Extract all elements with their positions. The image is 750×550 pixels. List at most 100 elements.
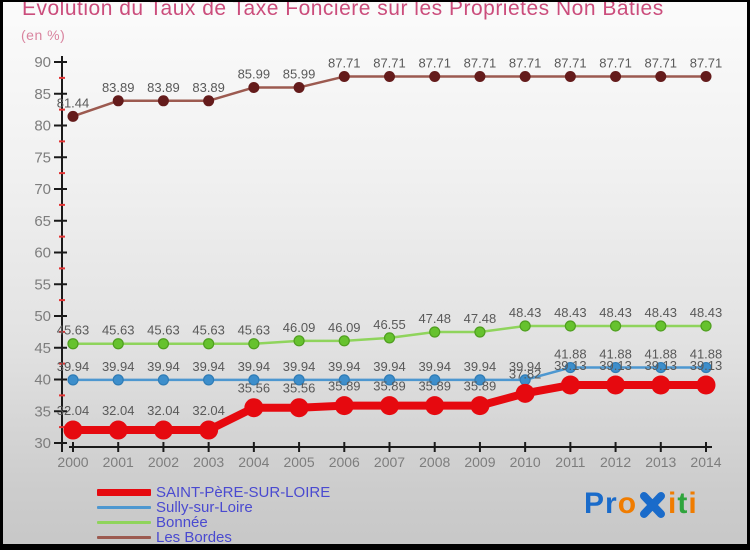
data-point	[474, 374, 486, 386]
value-label: 39.94	[509, 359, 542, 374]
value-label: 39.94	[147, 359, 180, 374]
value-label: 87.71	[509, 56, 542, 71]
value-label: 87.71	[328, 56, 361, 71]
data-point	[700, 361, 712, 374]
value-label: 39.94	[57, 359, 90, 374]
logo-letter: r	[605, 487, 618, 520]
x-tick-label: 2000	[57, 454, 88, 470]
value-label: 32.04	[57, 403, 90, 418]
value-label: 87.71	[418, 56, 451, 71]
value-label: 32.04	[192, 403, 225, 418]
legend-swatch	[97, 521, 151, 524]
data-point	[609, 320, 622, 332]
data-point	[564, 361, 576, 374]
y-tick-label: 65	[34, 213, 51, 230]
logo-letter: t	[677, 487, 689, 520]
value-label: 48.43	[554, 305, 587, 320]
y-tick-label: 55	[34, 276, 51, 293]
data-point	[429, 326, 441, 338]
legend-label: Sully-sur-Loire	[156, 499, 253, 516]
value-label: 35.56	[283, 381, 316, 396]
value-label: 39.94	[102, 359, 135, 374]
data-point	[244, 398, 264, 418]
data-point	[199, 420, 219, 440]
frame-border-bottom	[0, 544, 750, 550]
data-point	[67, 110, 79, 122]
value-label: 35.89	[328, 379, 361, 394]
data-point	[429, 374, 441, 386]
x-tick-label: 2011	[555, 454, 585, 470]
logo-letter: i	[668, 487, 678, 520]
value-label: 37.82	[509, 366, 542, 381]
y-tick-label: 75	[34, 149, 51, 166]
frame-border-left	[0, 0, 3, 550]
chart-title: Evolution du Taux de Taxe Foncière sur l…	[22, 0, 664, 20]
value-label: 47.48	[418, 311, 451, 326]
value-label: 48.43	[509, 305, 542, 320]
data-point	[338, 374, 350, 386]
logo-letter: P	[584, 487, 606, 520]
value-label: 48.43	[599, 305, 632, 320]
value-label: 81.44	[57, 95, 90, 110]
legend-swatch	[97, 489, 151, 496]
value-label: 35.89	[418, 379, 451, 394]
x-tick-label: 2003	[193, 454, 224, 470]
value-label: 32.04	[102, 403, 135, 418]
legend-item: SAINT-PèRE-SUR-LOIRE	[97, 485, 330, 500]
value-label: 41.88	[645, 347, 678, 362]
data-point	[203, 95, 215, 107]
value-label: 45.63	[57, 323, 90, 338]
legend-label: SAINT-PèRE-SUR-LOIRE	[156, 484, 331, 501]
data-point	[700, 71, 712, 83]
value-label: 32.04	[147, 403, 180, 418]
series-sully-sur-loire: 39.94 39.94 39.94 39.94 39.94 39.94 39.94 39.94…	[57, 347, 723, 386]
data-point	[293, 374, 305, 386]
data-point	[429, 71, 441, 83]
data-point	[700, 320, 712, 332]
value-label: 87.71	[599, 56, 632, 71]
value-label: 85.99	[283, 66, 316, 81]
x-tick-label: 2006	[329, 454, 360, 470]
series-bonn-e: 45.63 45.63 45.63 45.63 45.63 46.09 46.09 46.55…	[57, 305, 723, 350]
logo-letter: i	[688, 487, 698, 520]
data-point	[157, 338, 170, 350]
value-label: 39.13	[690, 358, 723, 373]
x-tick-label: 2008	[419, 454, 450, 470]
series-saint-p-re-sur-loire: 32.04 32.04 32.04 32.04 35.56 35.56 35.89 35.89…	[57, 358, 723, 440]
legend: SAINT-PèRE-SUR-LOIRE Sully-sur-Loire Bonné…	[97, 485, 330, 545]
x-tick-label: 2009	[464, 454, 495, 470]
data-point	[248, 338, 260, 350]
value-label: 48.43	[690, 305, 723, 320]
data-point	[112, 95, 124, 107]
value-label: 39.13	[599, 358, 632, 373]
data-point	[112, 374, 124, 386]
value-label: 85.99	[238, 66, 271, 81]
value-label: 46.09	[283, 320, 316, 335]
data-point	[157, 95, 169, 107]
value-label: 87.71	[690, 56, 723, 71]
data-point	[474, 71, 486, 83]
data-point	[112, 338, 124, 350]
data-point	[248, 81, 260, 93]
x-tick-label: 2001	[103, 454, 134, 470]
value-label: 39.94	[373, 359, 406, 374]
y-tick-label: 50	[34, 308, 51, 325]
value-label: 39.94	[418, 359, 451, 374]
value-label: 39.94	[238, 359, 271, 374]
data-point	[655, 71, 667, 83]
legend-swatch	[97, 536, 151, 539]
data-point	[655, 320, 667, 332]
frame-border-right	[747, 0, 750, 550]
y-tick-label: 60	[34, 245, 51, 262]
value-label: 39.94	[328, 359, 361, 374]
value-label: 39.13	[645, 358, 678, 373]
y-tick-label: 90	[34, 54, 51, 71]
data-point	[293, 81, 305, 93]
x-tick-label: 2007	[374, 454, 405, 470]
value-label: 41.88	[690, 347, 723, 362]
value-label: 87.71	[464, 56, 497, 71]
value-label: 83.89	[192, 80, 225, 95]
data-point	[67, 374, 79, 386]
